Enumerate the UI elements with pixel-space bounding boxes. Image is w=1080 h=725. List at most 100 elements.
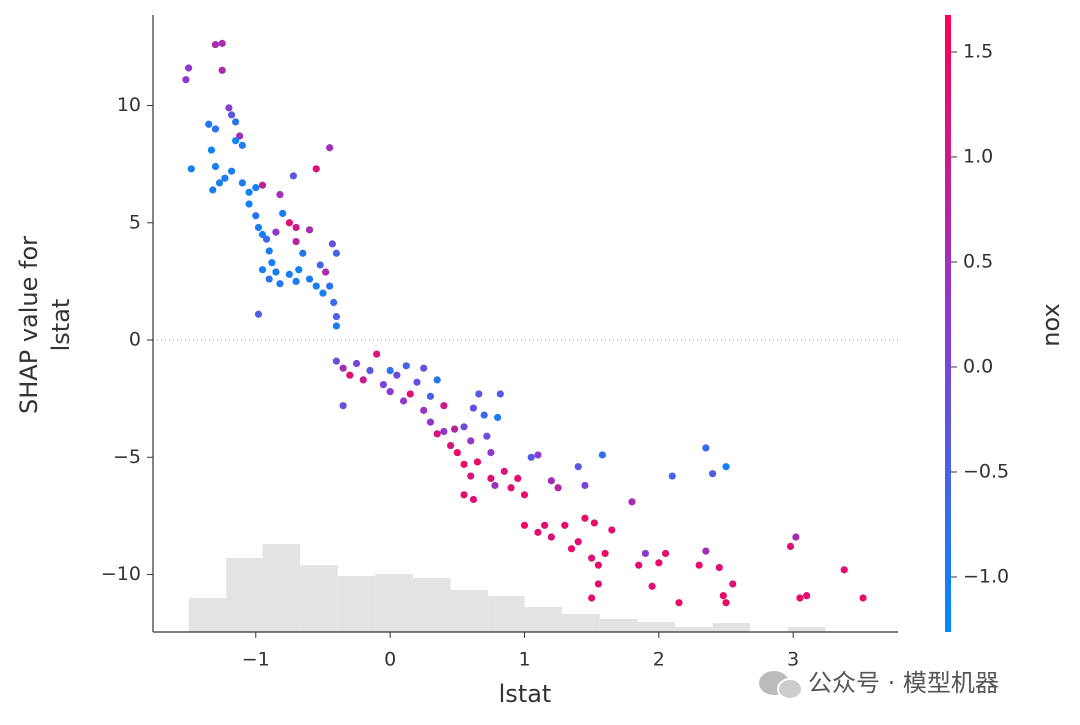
point	[446, 441, 455, 450]
point	[295, 266, 303, 274]
point	[326, 282, 334, 290]
point	[567, 545, 576, 553]
point	[547, 477, 555, 485]
point	[252, 212, 260, 220]
point	[262, 235, 271, 243]
point	[588, 594, 596, 602]
watermark-icon	[759, 671, 803, 700]
point	[359, 376, 367, 384]
point	[708, 470, 717, 478]
x-tick-label: 1	[518, 649, 530, 671]
point	[305, 226, 314, 234]
point	[339, 364, 347, 372]
point	[211, 40, 220, 49]
point	[467, 437, 475, 445]
colorbar-tick-label: 1.0	[963, 145, 993, 167]
point	[420, 364, 428, 372]
point	[496, 390, 504, 398]
point	[473, 458, 482, 466]
x-tick-label: 2	[653, 649, 665, 671]
point	[207, 146, 216, 154]
point	[236, 132, 244, 140]
point	[541, 521, 549, 529]
point	[292, 277, 300, 286]
point	[420, 406, 428, 414]
point	[433, 376, 441, 384]
point	[187, 165, 195, 173]
point	[840, 566, 848, 574]
point	[182, 76, 190, 84]
point	[227, 111, 236, 119]
point	[460, 423, 468, 431]
point	[402, 362, 410, 370]
histogram-bar	[637, 622, 675, 632]
point	[729, 580, 737, 588]
point	[467, 472, 475, 480]
point	[185, 64, 193, 72]
point	[413, 378, 421, 386]
point	[722, 463, 730, 471]
histogram-bar	[599, 619, 638, 632]
x-tick-label: 0	[384, 649, 396, 671]
point	[299, 249, 307, 257]
y-tick-label: 0	[129, 329, 141, 351]
point	[426, 392, 435, 400]
colorbar-tick-label: 1.5	[963, 40, 993, 62]
point	[245, 188, 253, 196]
point	[245, 200, 253, 208]
histogram-bar	[262, 544, 301, 632]
point	[319, 289, 327, 297]
point	[254, 223, 263, 232]
point	[379, 380, 388, 389]
point	[594, 561, 602, 569]
point	[561, 521, 569, 529]
point	[326, 144, 334, 152]
histogram-bar	[375, 574, 413, 632]
point	[859, 594, 867, 602]
point	[453, 448, 461, 457]
point	[225, 104, 233, 112]
point	[265, 275, 273, 283]
histogram-bar	[412, 578, 451, 632]
point	[252, 184, 260, 192]
colorbar-tick-label: 0.5	[963, 250, 993, 272]
histogram-bar	[300, 565, 338, 632]
point	[792, 533, 800, 541]
colorbar-tick-label: 0.0	[963, 355, 993, 377]
y-tick-label: −5	[113, 446, 141, 468]
x-tick-label: −1	[242, 649, 270, 671]
y-tick-label: 10	[117, 94, 141, 116]
point	[594, 580, 602, 588]
colorbar-label: nox	[1037, 303, 1065, 346]
point	[527, 453, 535, 461]
histogram-bar	[337, 576, 376, 632]
point	[352, 359, 361, 368]
histogram-bar	[787, 627, 826, 632]
point	[480, 411, 488, 419]
point	[346, 371, 354, 379]
point	[507, 484, 515, 492]
point	[305, 275, 314, 283]
point	[500, 467, 508, 475]
point	[608, 526, 616, 534]
histogram-bar	[712, 623, 751, 632]
point	[487, 448, 495, 457]
point	[312, 165, 320, 173]
colorbar	[945, 15, 951, 632]
point	[554, 484, 562, 492]
point	[469, 495, 478, 504]
point	[238, 179, 246, 187]
point	[254, 310, 263, 318]
point	[520, 521, 529, 529]
point	[279, 209, 287, 217]
point	[232, 118, 240, 126]
point	[211, 162, 220, 171]
point	[205, 120, 213, 128]
histogram-bar	[226, 558, 263, 632]
histogram-bar	[562, 614, 600, 632]
point	[494, 413, 502, 422]
point	[276, 191, 284, 199]
histogram-bar	[674, 627, 713, 632]
point	[695, 561, 703, 569]
point	[719, 592, 727, 600]
